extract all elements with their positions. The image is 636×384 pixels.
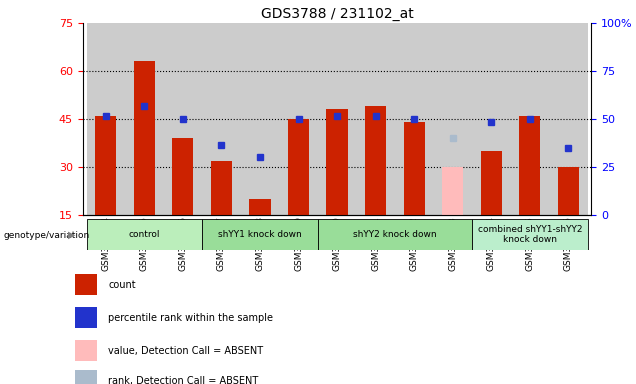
Text: percentile rank within the sample: percentile rank within the sample [108,313,273,323]
Bar [211,161,232,215]
Text: shYY1 knock down: shYY1 knock down [218,230,302,239]
Text: count: count [108,280,136,290]
Bar [125,23,163,215]
Bar [279,23,318,215]
Bar [404,122,425,215]
Bar [472,219,588,250]
Text: ▶: ▶ [67,230,75,240]
Text: combined shYY1-shYY2
knock down: combined shYY1-shYY2 knock down [478,225,582,244]
Bar [519,116,541,215]
Bar [86,219,202,250]
Bar [326,109,348,215]
Bar [95,116,116,215]
Bar [288,119,309,215]
Text: shYY2 knock down: shYY2 knock down [353,230,437,239]
Bar [442,167,463,215]
Bar [481,151,502,215]
Text: control: control [128,230,160,239]
Bar [356,23,395,215]
Title: GDS3788 / 231102_at: GDS3788 / 231102_at [261,7,413,21]
Bar [511,23,549,215]
Text: genotype/variation: genotype/variation [3,230,90,240]
Text: rank, Detection Call = ABSENT: rank, Detection Call = ABSENT [108,376,259,384]
Text: value, Detection Call = ABSENT: value, Detection Call = ABSENT [108,346,263,356]
Bar [240,23,279,215]
Bar [86,23,125,215]
Bar [75,274,97,295]
Bar [318,219,472,250]
Bar [75,340,97,361]
Bar [395,23,434,215]
Bar [318,23,356,215]
Bar [163,23,202,215]
Bar [75,370,97,384]
Bar [249,199,270,215]
Bar [134,61,155,215]
Bar [172,138,193,215]
Bar [558,167,579,215]
Bar [472,23,511,215]
Bar [365,106,386,215]
Bar [434,23,472,215]
Bar [202,219,318,250]
Bar [549,23,588,215]
Bar [75,307,97,328]
Bar [202,23,240,215]
